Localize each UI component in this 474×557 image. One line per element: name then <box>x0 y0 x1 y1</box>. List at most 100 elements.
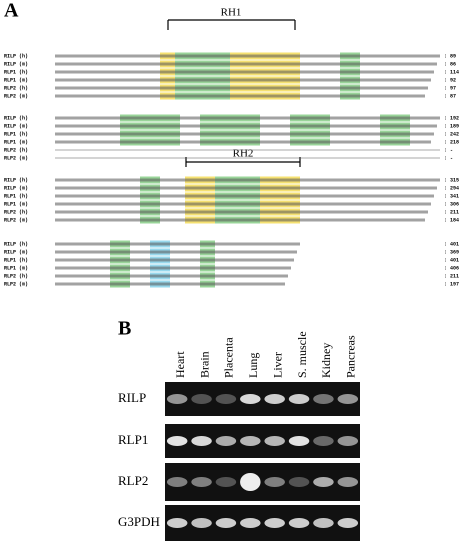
sequence-end: : 401 <box>444 241 459 247</box>
row-label: RLP2 (h) <box>4 147 28 153</box>
sequence <box>55 54 440 58</box>
sequence-end: : 114 <box>444 69 459 75</box>
rh2-arrow <box>185 157 301 167</box>
band <box>264 394 285 404</box>
rh1-arrow <box>167 19 296 30</box>
row-label: RILP (m) <box>4 249 28 255</box>
band <box>191 394 212 404</box>
sequence-end: : 341 <box>444 193 459 199</box>
sequence <box>55 116 440 120</box>
sequence-end: : 86 <box>444 61 456 67</box>
sequence <box>55 194 434 198</box>
band <box>215 436 237 446</box>
sequence-end: : 197 <box>444 281 459 287</box>
panel-label: A <box>4 0 19 22</box>
lane-label: Lung <box>246 353 260 378</box>
band <box>215 394 237 404</box>
sequence <box>55 258 294 262</box>
sequence <box>55 86 428 90</box>
row-label: RILP (h) <box>4 177 28 183</box>
sequence <box>55 282 285 286</box>
sequence-end: : 369 <box>444 249 459 255</box>
gene-label: G3PDH <box>118 514 160 529</box>
band <box>215 477 237 487</box>
band <box>288 394 310 404</box>
sequence <box>55 140 431 144</box>
band <box>313 477 334 487</box>
gene-label: RILP <box>118 390 146 405</box>
sequence <box>55 210 428 214</box>
sequence-end: : 401 <box>444 257 459 263</box>
sequence-end: : 294 <box>444 185 459 191</box>
gene-label: RLP1 <box>118 432 148 447</box>
band <box>240 394 261 404</box>
row-label: RLP1 (m) <box>4 139 28 145</box>
band <box>337 518 359 528</box>
sequence <box>55 157 440 159</box>
sequence <box>55 70 434 74</box>
band <box>313 518 334 528</box>
row-label: RLP2 (h) <box>4 85 28 91</box>
sequence-end: : 97 <box>444 85 456 91</box>
row-label: RLP1 (h) <box>4 193 28 199</box>
sequence <box>55 62 437 66</box>
sequence-end: : 189 <box>444 123 459 129</box>
row-label: RILP (h) <box>4 241 28 247</box>
sequence-end: : 89 <box>444 53 456 59</box>
sequence-end: : 406 <box>444 265 459 271</box>
sequence <box>55 149 440 151</box>
band <box>264 436 285 446</box>
sequence-end: : 218 <box>444 139 459 145</box>
lane-label: Placenta <box>222 337 236 378</box>
band <box>191 436 212 446</box>
domain-label: RH1 <box>221 7 242 19</box>
band <box>191 518 212 528</box>
row-label: RLP2 (m) <box>4 281 28 287</box>
sequence-end: : 184 <box>444 217 459 223</box>
row-label: RLP1 (m) <box>4 201 28 207</box>
band <box>166 436 188 446</box>
domain-label: RH2 <box>233 148 254 160</box>
sequence-end: : 211 <box>444 273 459 279</box>
lane-label: Brain <box>197 351 211 378</box>
row-label: RLP2 (m) <box>4 93 28 99</box>
row-label: RILP (h) <box>4 53 28 59</box>
row-label: RLP1 (m) <box>4 265 28 271</box>
band <box>264 477 285 487</box>
sequence-end: : 192 <box>444 115 459 121</box>
row-label: RLP2 (m) <box>4 155 28 161</box>
sequence <box>55 186 437 190</box>
band <box>166 518 188 528</box>
row-label: RILP (m) <box>4 61 28 67</box>
lane-label: Pancreas <box>344 335 358 378</box>
lane-label: Liver <box>270 352 284 378</box>
sequence <box>55 250 297 254</box>
panel-label: B <box>118 318 131 340</box>
sequence-end: : - <box>444 155 453 161</box>
sequence-end: : - <box>444 147 453 153</box>
sequence-end: : 315 <box>444 177 459 183</box>
sequence-end: : 211 <box>444 209 459 215</box>
sequence <box>55 178 440 182</box>
row-label: RLP1 (m) <box>4 77 28 83</box>
row-label: RLP1 (h) <box>4 69 28 75</box>
band <box>240 473 261 491</box>
band <box>191 477 212 487</box>
band <box>215 518 237 528</box>
band <box>337 394 359 404</box>
band <box>264 518 285 528</box>
lane-label: S. muscle <box>295 331 309 378</box>
band <box>288 477 310 487</box>
sequence <box>55 94 425 98</box>
gene-label: RLP2 <box>118 473 148 488</box>
row-label: RILP (m) <box>4 123 28 129</box>
row-label: RLP1 (h) <box>4 257 28 263</box>
band <box>337 436 359 446</box>
band <box>288 436 310 446</box>
band <box>240 518 261 528</box>
band <box>313 436 334 446</box>
row-label: RILP (m) <box>4 185 28 191</box>
row-label: RLP2 (h) <box>4 209 28 215</box>
sequence-end: : 306 <box>444 201 459 207</box>
band <box>288 518 310 528</box>
